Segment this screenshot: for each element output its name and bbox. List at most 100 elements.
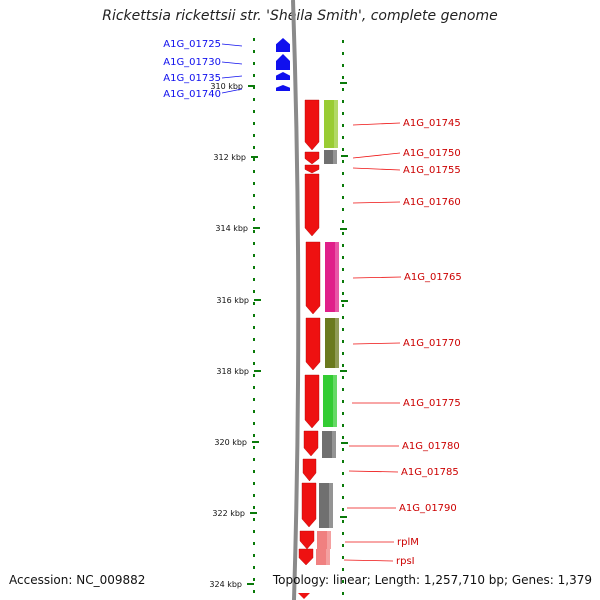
ruler-tick [253, 134, 255, 137]
forward-gene-arrow[interactable] [304, 173, 320, 237]
ruler-tick [253, 230, 255, 233]
ruler-tick [253, 38, 255, 41]
ruler-tick [253, 158, 255, 161]
forward-gene-arrow[interactable] [301, 482, 317, 528]
scale-label: 318 kbp [216, 367, 249, 376]
gene-label[interactable]: A1G_01770 [403, 338, 461, 349]
feature-bar-shade [333, 375, 337, 427]
gene-label[interactable]: A1G_01765 [404, 272, 462, 283]
feature-bar-shade [326, 549, 330, 565]
gene-label[interactable]: rplM [397, 537, 419, 548]
gene-label[interactable]: A1G_01725 [163, 39, 221, 50]
track-ruler-major-tick [341, 300, 348, 302]
gene-leader-line [221, 75, 243, 79]
ruler-tick [253, 458, 255, 461]
ruler-tick [253, 338, 255, 341]
feature-bar-shade [335, 242, 339, 312]
ruler-tick [253, 206, 255, 209]
feature-bar [325, 318, 339, 368]
forward-gene-arrow[interactable] [298, 548, 314, 566]
feature-bar [322, 431, 336, 458]
ruler-tick [253, 566, 255, 569]
track-ruler-tick [342, 424, 344, 427]
forward-strand-genes [298, 99, 339, 599]
forward-gene-arrow[interactable] [304, 164, 320, 174]
ruler-tick [253, 62, 255, 65]
forward-gene-arrow[interactable] [299, 530, 315, 550]
gene-leader-line [221, 88, 243, 94]
scale-label: 314 kbp [215, 224, 248, 233]
track-ruler-tick [342, 364, 344, 367]
reverse-strand-genes [276, 38, 290, 91]
ruler-major-tick [254, 370, 261, 372]
gene-label[interactable]: A1G_01730 [163, 57, 221, 68]
forward-gene-arrow[interactable] [302, 458, 317, 482]
genome-title: Rickettsia rickettsii str. 'Sheila Smith… [102, 8, 498, 24]
gene-label[interactable]: A1G_01760 [403, 197, 461, 208]
forward-gene-arrow[interactable] [303, 430, 319, 457]
track-ruler-tick [342, 220, 344, 223]
ruler-major-tick [251, 156, 258, 158]
track-ruler-tick [342, 100, 344, 103]
ruler-tick [253, 98, 255, 101]
reverse-gene-arrow[interactable] [276, 85, 290, 91]
ruler-tick [253, 350, 255, 353]
forward-gene-arrow[interactable] [305, 317, 321, 371]
ruler-tick [253, 590, 255, 593]
forward-gene-arrow[interactable] [304, 151, 320, 165]
feature-bar-shade [334, 100, 338, 148]
feature-bar [319, 483, 333, 528]
forward-gene-arrow[interactable] [304, 374, 320, 429]
track-ruler-tick [342, 256, 344, 259]
gene-label[interactable]: A1G_01785 [401, 467, 459, 478]
gene-label[interactable]: A1G_01790 [399, 503, 457, 514]
scale-label: 322 kbp [212, 509, 245, 518]
gene-label[interactable]: A1G_01745 [403, 118, 461, 129]
track-ruler-tick [342, 496, 344, 499]
track-ruler-tick [342, 532, 344, 535]
ruler-tick [253, 86, 255, 89]
ruler-tick [253, 506, 255, 509]
reverse-gene-arrow[interactable] [276, 72, 290, 80]
track-ruler-tick [342, 580, 344, 583]
track-ruler-tick [342, 88, 344, 91]
track-ruler-tick [342, 304, 344, 307]
track-ruler-tick [342, 244, 344, 247]
track-ruler-tick [342, 508, 344, 511]
track-ruler-tick [342, 460, 344, 463]
gene-leader-line [352, 276, 402, 279]
ruler-tick [253, 74, 255, 77]
gene-leader-line [352, 122, 401, 126]
ruler-tick [253, 218, 255, 221]
track-ruler-tick [342, 352, 344, 355]
feature-bar [316, 549, 330, 565]
reverse-gene-arrow[interactable] [276, 54, 290, 70]
ruler-tick [253, 422, 255, 425]
feature-bar [324, 150, 337, 164]
gene-label[interactable]: A1G_01775 [403, 398, 461, 409]
gene-leader-line [352, 342, 401, 345]
forward-gene-arrow-partial [298, 593, 310, 599]
ruler-tick [253, 182, 255, 185]
ruler-tick [253, 194, 255, 197]
reverse-gene-arrow[interactable] [276, 38, 290, 52]
ruler-major-tick [247, 583, 254, 585]
gene-label[interactable]: A1G_01780 [402, 441, 460, 452]
gene-label[interactable]: A1G_01750 [403, 148, 461, 159]
gene-label[interactable]: rpsI [396, 556, 415, 567]
track-ruler-major-tick [340, 516, 347, 518]
ruler-tick [253, 50, 255, 53]
ruler-major-tick [252, 441, 259, 443]
forward-gene-arrow[interactable] [305, 241, 321, 315]
forward-gene-arrow[interactable] [304, 99, 320, 151]
gene-label[interactable]: A1G_01740 [163, 89, 221, 100]
gene-label[interactable]: A1G_01755 [403, 165, 461, 176]
scale-label: 316 kbp [216, 296, 249, 305]
feature-bar [325, 242, 339, 312]
ruler-tick [253, 254, 255, 257]
track-ruler-tick [342, 136, 344, 139]
gene-label[interactable]: A1G_01735 [163, 73, 221, 84]
track-ruler-tick [342, 112, 344, 115]
track-ruler-tick [342, 472, 344, 475]
ruler-tick [253, 302, 255, 305]
